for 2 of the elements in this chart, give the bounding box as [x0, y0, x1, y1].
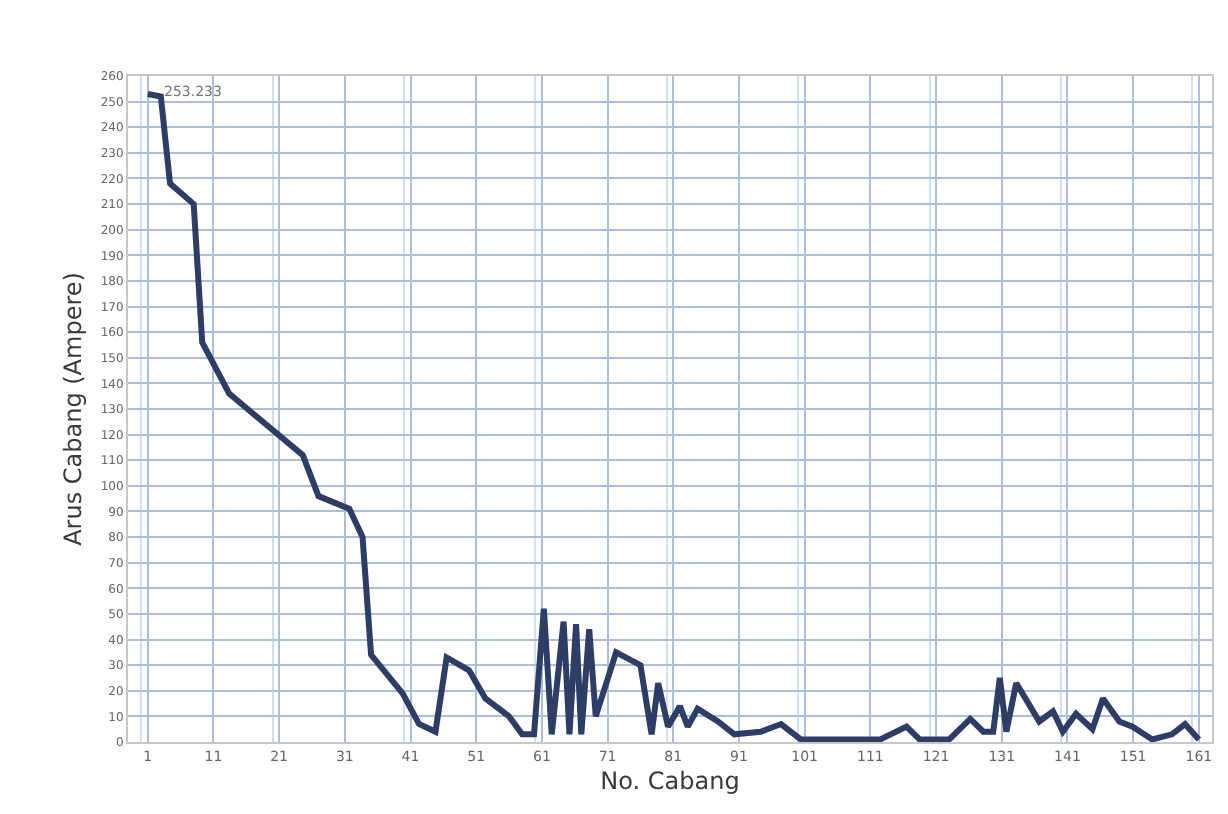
x-axis-title: No. Cabang: [600, 766, 740, 795]
y-axis-title: Arus Cabang (Ampere): [59, 272, 88, 546]
